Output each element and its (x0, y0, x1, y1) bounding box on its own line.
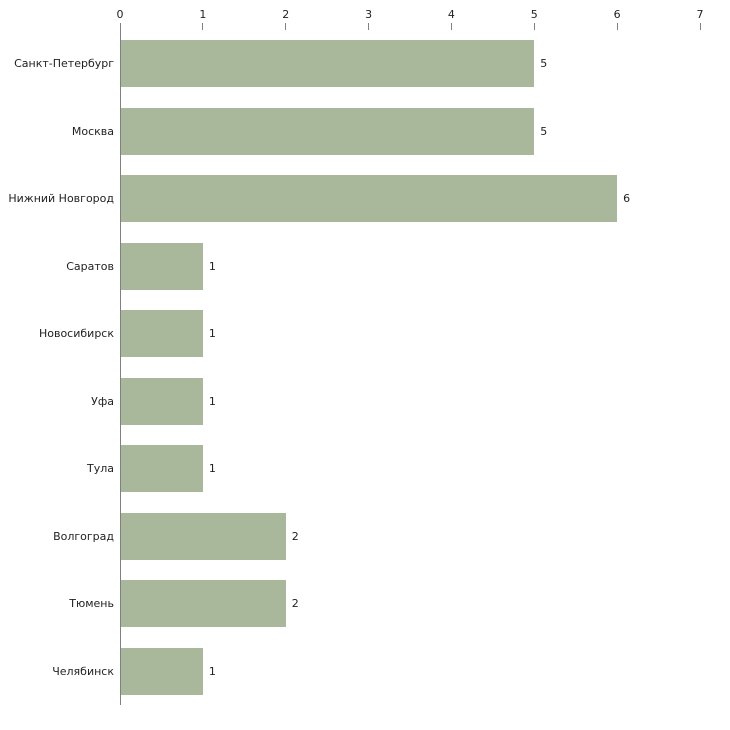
category-label: Тюмень (69, 597, 114, 611)
category-label: Москва (71, 124, 114, 138)
value-label: 2 (291, 597, 299, 611)
x-tick-label: 0 (116, 8, 124, 21)
value-label: 1 (208, 327, 216, 341)
value-label: 6 (623, 192, 631, 206)
bar (121, 647, 203, 695)
value-label: 5 (540, 57, 548, 71)
x-tick-mark (202, 23, 204, 30)
category-label: Новосибирск (38, 327, 114, 341)
x-tick-mark (119, 23, 121, 30)
bar (121, 310, 203, 358)
value-label: 1 (208, 394, 216, 408)
category-label: Саратов (66, 259, 114, 273)
category-label: Нижний Новгород (8, 192, 114, 206)
bar (121, 445, 203, 493)
x-tick-mark (450, 23, 452, 30)
bar (121, 107, 535, 155)
category-label: Санкт-Петербург (14, 57, 114, 71)
bar (121, 175, 618, 223)
bar (121, 242, 203, 290)
bar (121, 512, 286, 560)
value-label: 1 (208, 259, 216, 273)
x-tick-label: 2 (282, 8, 290, 21)
x-tick-label: 3 (365, 8, 373, 21)
value-label: 5 (540, 124, 548, 138)
value-label: 1 (208, 462, 216, 476)
category-label: Волгоград (53, 529, 114, 543)
bar (121, 580, 286, 628)
x-tick-mark (285, 23, 287, 30)
bar (121, 377, 203, 425)
category-label: Уфа (91, 394, 114, 408)
bar (121, 40, 535, 88)
x-tick-label: 6 (613, 8, 621, 21)
x-tick-label: 4 (447, 8, 455, 21)
x-tick-label: 5 (530, 8, 538, 21)
x-tick-label: 1 (199, 8, 207, 21)
x-tick-mark (533, 23, 535, 30)
y-axis-line (120, 30, 121, 705)
x-tick-mark (368, 23, 370, 30)
x-tick-mark (616, 23, 618, 30)
category-label: Тула (86, 462, 114, 476)
x-tick-label: 7 (696, 8, 704, 21)
value-label: 1 (208, 664, 216, 678)
value-label: 2 (291, 529, 299, 543)
x-tick-mark (699, 23, 701, 30)
category-label: Челябинск (52, 664, 114, 678)
